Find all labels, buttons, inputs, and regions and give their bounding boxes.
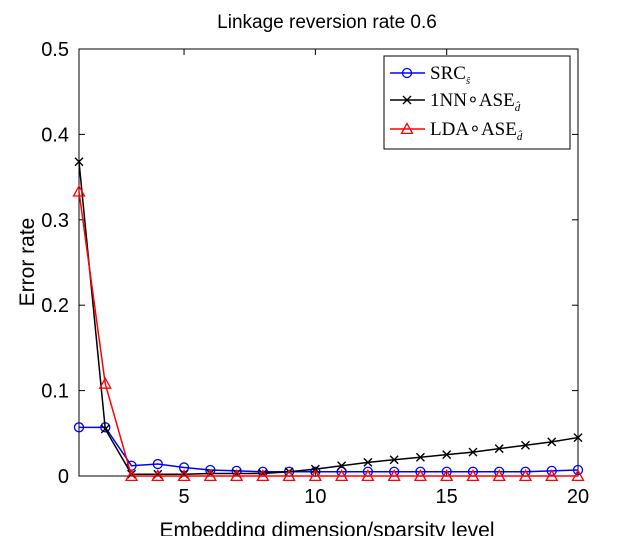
data-point bbox=[337, 461, 347, 471]
x-tick-label: 10 bbox=[304, 486, 326, 508]
legend-marker bbox=[400, 122, 414, 135]
data-point bbox=[73, 422, 85, 433]
data-point bbox=[415, 452, 425, 462]
y-tick-label: 0.3 bbox=[41, 210, 69, 232]
series-2 bbox=[72, 184, 585, 482]
data-point bbox=[518, 469, 533, 482]
data-point bbox=[124, 469, 139, 482]
data-point bbox=[335, 469, 349, 482]
legend-item: 1NN∘ASEd̂ bbox=[390, 90, 521, 114]
data-point bbox=[178, 462, 190, 473]
data-point bbox=[203, 469, 217, 482]
data-point bbox=[572, 464, 584, 476]
data-point bbox=[468, 447, 478, 457]
x-axis-label: Embedding dimension/sparsity level bbox=[159, 519, 494, 536]
data-point bbox=[442, 450, 452, 460]
legend: SRCŝ 1NN∘ASEd̂ LDA∘ASEd̂ bbox=[383, 55, 571, 150]
series-line bbox=[78, 191, 578, 477]
data-point bbox=[100, 424, 110, 434]
data-point bbox=[308, 469, 322, 482]
data-point bbox=[389, 455, 399, 465]
data-point bbox=[256, 469, 270, 482]
legend-marker bbox=[401, 67, 413, 79]
series-layer bbox=[72, 157, 585, 482]
data-point bbox=[229, 469, 244, 482]
data-point bbox=[387, 469, 401, 482]
legend-item: LDA∘ASEd̂ bbox=[390, 119, 523, 143]
x-tick-label: 20 bbox=[567, 486, 589, 508]
data-point bbox=[177, 469, 191, 482]
y-tick-label: 0.2 bbox=[41, 295, 69, 317]
axis-ticks: 5 10 15 20 0 0.1 0.2 0.3 0.4 0.5 bbox=[41, 39, 589, 508]
y-tick-label: 0.5 bbox=[41, 39, 69, 61]
chart-title: Linkage reversion rate 0.6 bbox=[217, 12, 437, 33]
legend-box bbox=[383, 55, 571, 150]
series-1 bbox=[74, 157, 583, 479]
x-tick-label: 5 bbox=[178, 486, 189, 508]
data-point bbox=[520, 440, 530, 450]
data-point bbox=[492, 469, 506, 482]
data-point bbox=[72, 184, 86, 197]
data-point bbox=[545, 469, 559, 482]
data-point bbox=[179, 469, 189, 479]
data-point bbox=[547, 437, 557, 447]
data-point bbox=[413, 469, 428, 482]
data-point bbox=[363, 457, 373, 467]
data-point bbox=[74, 157, 84, 167]
y-axis-label: Error rate bbox=[16, 218, 39, 307]
data-point bbox=[151, 469, 165, 482]
data-point bbox=[205, 464, 216, 476]
y-tick-label: 0.4 bbox=[41, 124, 69, 146]
legend-marker bbox=[402, 95, 412, 105]
data-point bbox=[152, 458, 163, 470]
data-point bbox=[440, 469, 454, 482]
data-point bbox=[494, 444, 504, 454]
data-point bbox=[573, 433, 583, 443]
x-tick-label: 15 bbox=[436, 486, 458, 508]
series-0 bbox=[73, 422, 584, 477]
data-point bbox=[282, 469, 296, 482]
legend-label: LDA∘ASEd̂ bbox=[430, 119, 523, 143]
data-point bbox=[361, 469, 375, 482]
data-point bbox=[98, 376, 112, 389]
data-point bbox=[571, 469, 585, 482]
legend-label: SRCŝ bbox=[430, 63, 471, 87]
data-point bbox=[466, 469, 480, 482]
data-point bbox=[153, 469, 163, 479]
y-tick-label: 0 bbox=[58, 466, 69, 488]
legend-item: SRCŝ bbox=[390, 63, 471, 87]
y-tick-label: 0.1 bbox=[41, 381, 69, 403]
legend-label: 1NN∘ASEd̂ bbox=[430, 90, 521, 114]
series-line bbox=[78, 161, 579, 476]
